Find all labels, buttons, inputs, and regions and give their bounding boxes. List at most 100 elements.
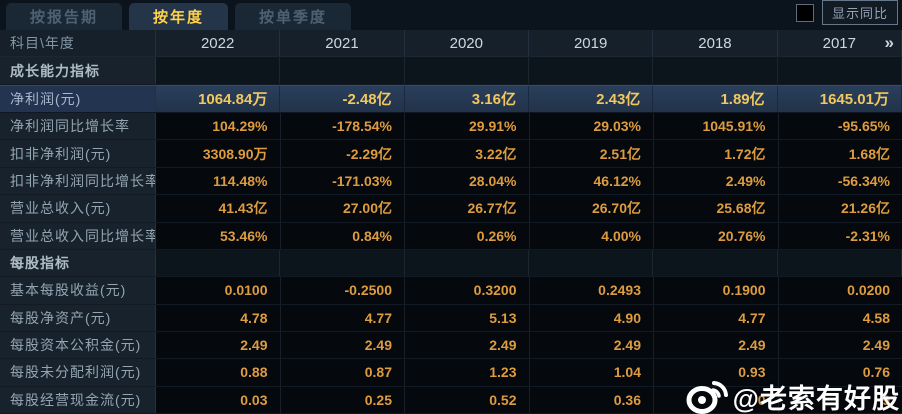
year-header-2017: 2017 » xyxy=(777,30,902,57)
value-cell: 2.43亿 xyxy=(528,85,654,113)
table-row[interactable]: 每股资本公积金(元) 2.49 2.49 2.49 2.49 2.49 2.49 xyxy=(0,331,902,360)
value-cell: 25.68亿 xyxy=(654,195,779,222)
value-cell: 4.77 xyxy=(654,304,779,331)
value-cell: -2.48亿 xyxy=(280,85,405,113)
value-cell: 0.52 xyxy=(405,386,530,414)
value-cell: 2.51亿 xyxy=(529,140,654,167)
year-header-2018: 2018 xyxy=(653,30,778,57)
value-cell: 2.49 xyxy=(405,331,530,359)
value-cell: 0.76 xyxy=(778,359,902,386)
row-label: 每股未分配利润(元) xyxy=(0,359,156,386)
value-cell: 1.89亿 xyxy=(653,85,778,113)
value-cell xyxy=(404,57,529,84)
value-cell: -0.2500 xyxy=(280,277,405,304)
value-cell: 41.43亿 xyxy=(156,195,281,222)
value-cell: 29.03% xyxy=(529,113,654,140)
row-label: 扣非净利润同比增长率 xyxy=(0,167,156,195)
value-cell: 0.0200 xyxy=(778,277,902,304)
value-cell xyxy=(777,249,902,277)
value-cell: -2.29亿 xyxy=(280,140,405,167)
value-cell: 21.26亿 xyxy=(778,195,902,222)
table-row[interactable]: 净利润同比增长率 104.29% -178.54% 29.91% 29.03% 1045.… xyxy=(0,113,902,141)
row-label: 基本每股收益(元) xyxy=(0,277,156,304)
value-cell: 0.93 xyxy=(654,359,779,386)
value-cell: 1.72亿 xyxy=(654,140,779,167)
row-label: 净利润同比增长率 xyxy=(0,113,156,140)
value-cell xyxy=(528,57,654,84)
year-header-2022: 2022 xyxy=(156,30,281,57)
row-label: 每股资本公积金(元) xyxy=(0,331,156,359)
value-cell: 5.13 xyxy=(405,304,530,331)
value-cell: 2.49 xyxy=(156,331,281,359)
value-cell xyxy=(280,249,405,277)
row-label: 扣非净利润(元) xyxy=(0,140,156,167)
table-row[interactable]: 每股经营现金流(元) 0.03 0.25 0.52 0.36 0 9 xyxy=(0,386,902,414)
tab-by-report-period[interactable]: 按报告期 xyxy=(6,3,123,30)
value-cell: 0.1900 xyxy=(654,277,779,304)
value-cell: 1064.84万 xyxy=(156,85,281,113)
year-header-2017-label: 2017 xyxy=(822,34,856,52)
table-row[interactable]: 营业总收入同比增长率 53.46% 0.84% 0.26% 4.00% 20.76% -2.… xyxy=(0,222,902,250)
tab-bar: 按报告期 按年度 按单季度 显示同比 xyxy=(0,0,902,30)
value-cell: 1045.91% xyxy=(654,113,779,140)
value-cell: 0.87 xyxy=(280,359,405,386)
value-cell: 2.49 xyxy=(529,331,654,359)
value-cell: 0.88 xyxy=(156,359,281,386)
value-cell: 0.84% xyxy=(280,222,405,249)
value-cell xyxy=(280,57,405,84)
section-row: 每股指标 xyxy=(0,249,902,278)
value-cell: 4.00% xyxy=(529,222,654,249)
value-cell: 28.04% xyxy=(405,167,530,195)
table-row[interactable]: 扣非净利润(元) 3308.90万 -2.29亿 3.22亿 2.51亿 1.72亿 1.6… xyxy=(0,140,902,168)
value-cell xyxy=(653,57,778,84)
year-header-2020: 2020 xyxy=(404,30,529,57)
value-cell: 4.78 xyxy=(156,304,281,331)
indicators-table: 科目\年度 2022 2021 2020 2019 2018 2017 » 成长… xyxy=(0,30,902,414)
show-yoy-label[interactable]: 显示同比 xyxy=(821,0,898,25)
value-cell: 114.48% xyxy=(156,167,281,195)
row-label: 营业总收入同比增长率 xyxy=(0,222,156,249)
more-columns-icon[interactable]: » xyxy=(884,33,894,53)
table-row[interactable]: 扣非净利润同比增长率 114.48% -171.03% 28.04% 46.12% 2.4… xyxy=(0,167,902,196)
value-cell: 26.70亿 xyxy=(529,195,654,222)
table-row[interactable]: 营业总收入(元) 41.43亿 27.00亿 26.77亿 26.70亿 25.68亿 21… xyxy=(0,195,902,223)
row-label: 净利润(元) xyxy=(0,85,156,113)
tab-by-year[interactable]: 按年度 xyxy=(129,3,229,30)
value-cell: 0 xyxy=(654,386,779,414)
value-cell: 104.29% xyxy=(156,113,281,140)
table-header-row: 科目\年度 2022 2021 2020 2019 2018 2017 » xyxy=(0,30,902,58)
value-cell xyxy=(653,249,778,277)
value-cell: 2.49 xyxy=(778,331,902,359)
value-cell xyxy=(156,249,281,277)
row-label: 营业总收入(元) xyxy=(0,195,156,222)
value-cell: 1645.01万 xyxy=(777,85,902,113)
value-cell: 2.49 xyxy=(654,331,779,359)
table-row[interactable]: 每股净资产(元) 4.78 4.77 5.13 4.90 4.77 4.58 xyxy=(0,304,902,332)
value-cell: 27.00亿 xyxy=(280,195,405,222)
value-cell: 0.3200 xyxy=(405,277,530,304)
row-label: 每股净资产(元) xyxy=(0,304,156,331)
value-cell: 46.12% xyxy=(529,167,654,195)
tab-by-quarter[interactable]: 按单季度 xyxy=(235,3,352,30)
table-row[interactable]: 基本每股收益(元) 0.0100 -0.2500 0.3200 0.2493 0.1900… xyxy=(0,277,902,305)
value-cell: -2.31% xyxy=(778,222,902,249)
value-cell: 29.91% xyxy=(405,113,530,140)
show-yoy-checkbox[interactable] xyxy=(795,3,814,22)
value-cell xyxy=(156,57,281,84)
value-cell: 1.23 xyxy=(405,359,530,386)
row-label: 每股指标 xyxy=(0,249,156,277)
value-cell: 4.90 xyxy=(529,304,654,331)
value-cell: 26.77亿 xyxy=(405,195,530,222)
value-cell: 2.49 xyxy=(280,331,405,359)
yoy-controls: 显示同比 xyxy=(795,0,902,30)
value-cell: -95.65% xyxy=(778,113,902,140)
value-cell: 3308.90万 xyxy=(156,140,281,167)
value-cell: 0.25 xyxy=(280,386,405,414)
value-cell: 4.58 xyxy=(778,304,902,331)
value-cell xyxy=(777,57,902,84)
value-cell: -171.03% xyxy=(280,167,405,195)
year-header-2021: 2021 xyxy=(280,30,405,57)
table-row[interactable]: 净利润(元) 1064.84万 -2.48亿 3.16亿 2.43亿 1.89亿 1645.… xyxy=(0,84,902,114)
table-row[interactable]: 每股未分配利润(元) 0.88 0.87 1.23 1.04 0.93 0.76 xyxy=(0,359,902,387)
